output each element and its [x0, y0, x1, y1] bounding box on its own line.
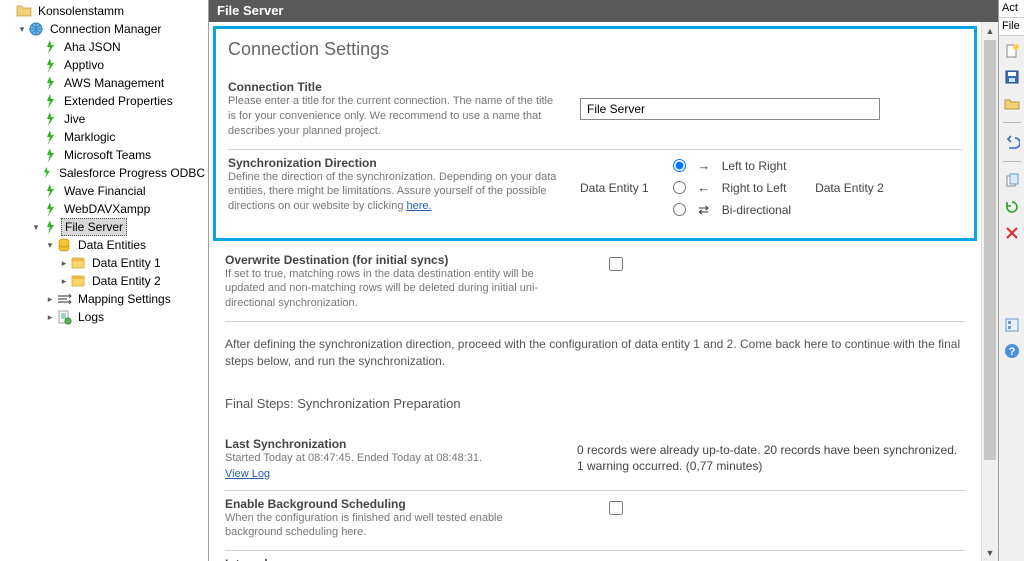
setting-interval: Interval — [225, 551, 965, 561]
mapping-icon — [56, 291, 72, 307]
tree-item-extprops[interactable]: Extended Properties — [0, 92, 208, 110]
radio-bidirectional[interactable]: ⇄ Bi-directional — [673, 200, 791, 220]
scroll-down-icon[interactable]: ▼ — [982, 544, 998, 561]
tree-item-aha[interactable]: Aha JSON — [0, 38, 208, 56]
arrows-bi-icon: ⇄ — [692, 202, 716, 218]
svg-text:?: ? — [1008, 346, 1015, 358]
globe-icon — [28, 21, 44, 37]
refresh-icon[interactable] — [1003, 198, 1021, 216]
setting-last-sync: Last Synchronization Started Today at 08… — [225, 431, 965, 491]
expander-icon[interactable]: ▸ — [44, 293, 56, 305]
sync-result-text: 0 records were already up-to-date. 20 re… — [577, 442, 965, 474]
right-sidebar: Act File ? — [998, 0, 1024, 561]
entity-left-label: Data Entity 1 — [580, 181, 649, 195]
tree-connection-manager[interactable]: ▾ Connection Manager — [0, 20, 208, 38]
setting-overwrite: Overwrite Destination (for initial syncs… — [225, 247, 965, 323]
tree-label: Konsolenstamm — [35, 3, 127, 19]
content-body: Connection Settings Connection Title Ple… — [209, 22, 998, 561]
tree-item-msteams[interactable]: Microsoft Teams — [0, 146, 208, 164]
copy-icon[interactable] — [1003, 172, 1021, 190]
bolt-icon — [42, 57, 58, 73]
bolt-icon — [42, 111, 58, 127]
tree-panel: Konsolenstamm ▾ Connection Manager Aha J… — [0, 0, 209, 561]
setting-heading: Synchronization Direction — [228, 156, 560, 170]
bolt-icon — [42, 219, 58, 235]
scroll-up-icon[interactable]: ▲ — [982, 22, 998, 39]
bolt-icon — [42, 75, 58, 91]
bolt-icon — [42, 183, 58, 199]
logs-icon — [56, 309, 72, 325]
bg-schedule-checkbox[interactable] — [609, 501, 623, 515]
expander-icon[interactable]: ▾ — [44, 239, 56, 251]
scroll-thumb[interactable] — [984, 40, 996, 460]
radio-left-to-right[interactable]: → Left to Right — [673, 156, 791, 176]
content-title: File Server — [217, 3, 284, 18]
radio-input[interactable] — [673, 203, 686, 216]
entity-right-label: Data Entity 2 — [815, 181, 884, 195]
expander-icon[interactable]: ▸ — [58, 275, 70, 287]
undo-icon[interactable] — [1003, 133, 1021, 151]
radio-input[interactable] — [673, 181, 686, 194]
setting-connection-title: Connection Title Please enter a title fo… — [228, 74, 962, 150]
tree-entity-1[interactable]: ▸ Data Entity 1 — [0, 254, 208, 272]
bolt-icon — [42, 93, 58, 109]
setting-desc: Please enter a title for the current con… — [228, 94, 560, 139]
setting-bg-scheduling: Enable Background Scheduling When the co… — [225, 491, 965, 552]
tree-item-marklogic[interactable]: Marklogic — [0, 128, 208, 146]
tree-label: Connection Manager — [47, 21, 164, 37]
expander-icon[interactable]: ▸ — [44, 311, 56, 323]
right-tab-file[interactable]: File — [999, 18, 1024, 36]
here-link[interactable]: here. — [407, 200, 432, 212]
bolt-icon — [42, 129, 58, 145]
tree-item-wave[interactable]: Wave Financial — [0, 182, 208, 200]
tree-entity-2[interactable]: ▸ Data Entity 2 — [0, 272, 208, 290]
radio-input[interactable] — [673, 159, 686, 172]
tree-mapping[interactable]: ▸ Mapping Settings — [0, 290, 208, 308]
expander-icon[interactable]: ▾ — [16, 23, 28, 35]
connection-title-input[interactable] — [580, 98, 880, 120]
entity-icon — [70, 255, 86, 271]
content-header: File Server — [209, 0, 998, 22]
expander-icon[interactable]: ▾ — [30, 221, 42, 233]
main-panel: File Server Connection Settings Connecti… — [209, 0, 998, 561]
tree-item-salesforce[interactable]: Salesforce Progress ODBC — [0, 164, 208, 182]
database-icon — [56, 237, 72, 253]
bolt-icon — [42, 201, 58, 217]
tree-item-jive[interactable]: Jive — [0, 110, 208, 128]
highlighted-settings: Connection Settings Connection Title Ple… — [213, 26, 977, 241]
arrow-left-icon: ← — [692, 180, 716, 195]
vertical-scrollbar[interactable]: ▲ ▼ — [981, 22, 998, 561]
arrow-right-icon: → — [692, 158, 716, 173]
delete-icon[interactable] — [1003, 224, 1021, 242]
folder-icon — [16, 3, 32, 19]
save-icon[interactable] — [1003, 68, 1021, 86]
info-text: After defining the synchronization direc… — [225, 322, 965, 384]
radio-right-to-left[interactable]: ← Right to Left — [673, 178, 791, 198]
bolt-icon — [42, 39, 58, 55]
final-steps-heading: Final Steps: Synchronization Preparation — [225, 384, 965, 431]
setting-sync-direction: Synchronization Direction Define the dir… — [228, 150, 962, 230]
bolt-icon — [40, 165, 53, 181]
tree-item-fileserver[interactable]: ▾ File Server — [0, 218, 208, 236]
entity-icon — [70, 273, 86, 289]
expander-icon[interactable]: ▸ — [58, 257, 70, 269]
tree-logs[interactable]: ▸ Logs — [0, 308, 208, 326]
setting-desc: Define the direction of the synchronizat… — [228, 170, 560, 215]
section-title: Connection Settings — [228, 39, 962, 60]
overwrite-checkbox[interactable] — [609, 257, 623, 271]
tree-item-aws[interactable]: AWS Management — [0, 74, 208, 92]
properties-icon[interactable] — [1003, 316, 1021, 334]
view-log-link[interactable]: View Log — [225, 468, 270, 480]
tree-item-apptivo[interactable]: Apptivo — [0, 56, 208, 74]
tree-root[interactable]: Konsolenstamm — [0, 2, 208, 20]
tree-data-entities[interactable]: ▾ Data Entities — [0, 236, 208, 254]
help-icon[interactable]: ? — [1003, 342, 1021, 360]
right-tab-actions[interactable]: Act — [999, 0, 1024, 18]
tree-item-webdav[interactable]: WebDAVXampp — [0, 200, 208, 218]
open-icon[interactable] — [1003, 94, 1021, 112]
bolt-icon — [42, 147, 58, 163]
setting-heading: Connection Title — [228, 80, 560, 94]
new-icon[interactable] — [1003, 42, 1021, 60]
